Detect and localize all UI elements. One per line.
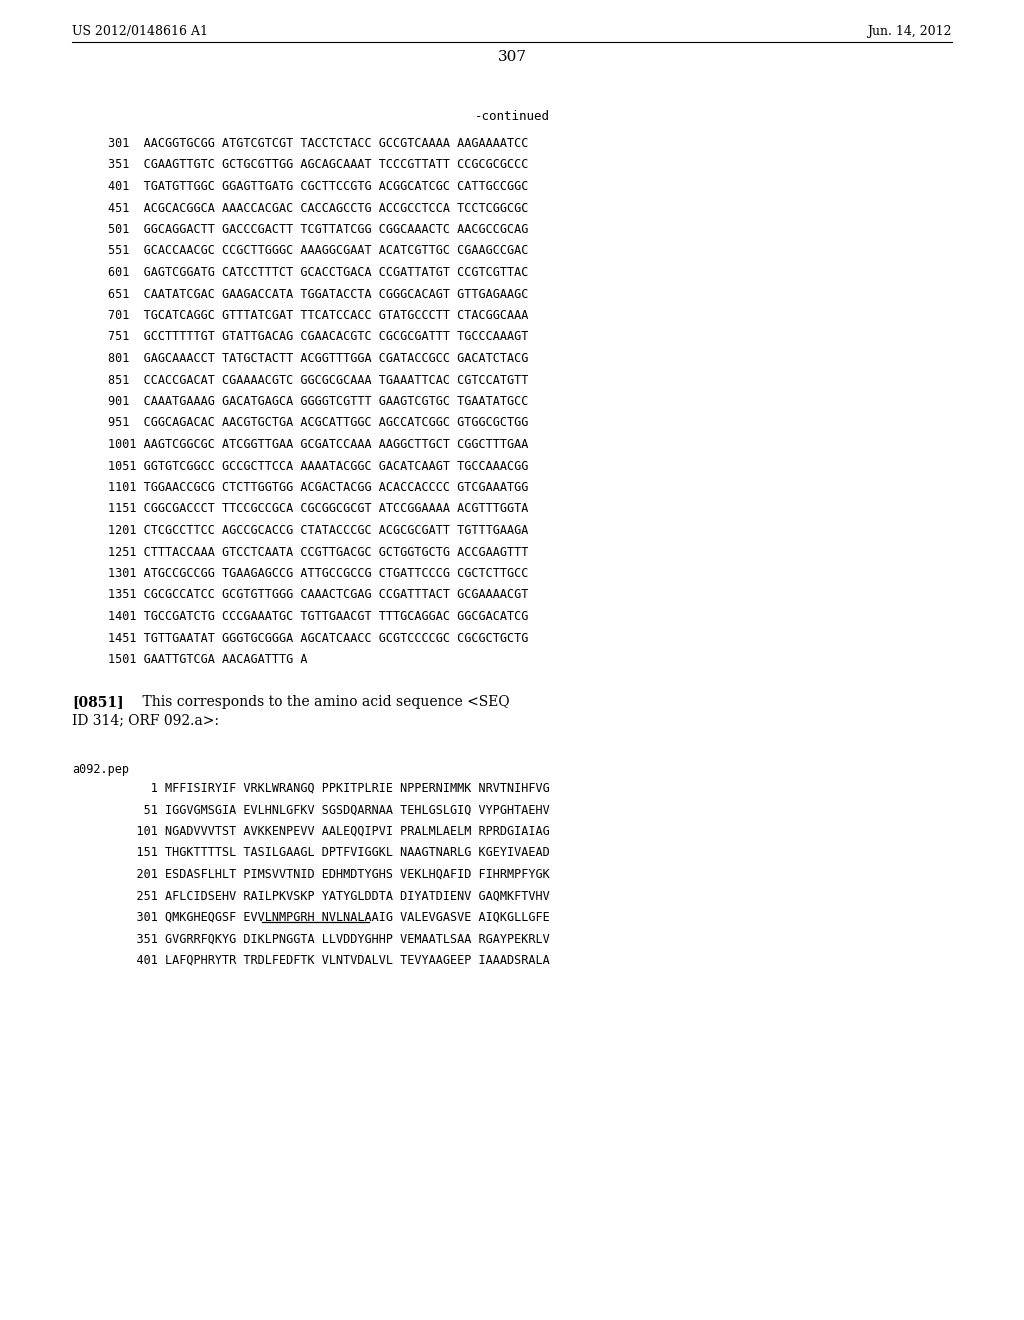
Text: 1151 CGGCGACCCT TTCCGCCGCA CGCGGCGCGT ATCCGGAAAA ACGTTTGGTA: 1151 CGGCGACCCT TTCCGCCGCA CGCGGCGCGT AT… <box>108 503 528 516</box>
Text: US 2012/0148616 A1: US 2012/0148616 A1 <box>72 25 208 38</box>
Text: 901  CAAATGAAAG GACATGAGCA GGGGTCGTTT GAAGTCGTGC TGAATATGCC: 901 CAAATGAAAG GACATGAGCA GGGGTCGTTT GAA… <box>108 395 528 408</box>
Text: 101 NGADVVVTST AVKKENPEVV AALEQQIPVI PRALMLAELM RPRDGIAIAG: 101 NGADVVVTST AVKKENPEVV AALEQQIPVI PRA… <box>108 825 550 838</box>
Text: 1301 ATGCCGCCGG TGAAGAGCCG ATTGCCGCCG CTGATTCCCG CGCTCTTGCC: 1301 ATGCCGCCGG TGAAGAGCCG ATTGCCGCCG CT… <box>108 568 528 579</box>
Text: 751  GCCTTTTTGT GTATTGACAG CGAACACGTC CGCGCGATTT TGCCCAAAGT: 751 GCCTTTTTGT GTATTGACAG CGAACACGTC CGC… <box>108 330 528 343</box>
Text: 1251 CTTTACCAAA GTCCTCAATA CCGTTGACGC GCTGGTGCTG ACCGAAGTTT: 1251 CTTTACCAAA GTCCTCAATA CCGTTGACGC GC… <box>108 545 528 558</box>
Text: 301  AACGGTGCGG ATGTCGTCGT TACCTCTACC GCCGTCAAAA AAGAAAATCC: 301 AACGGTGCGG ATGTCGTCGT TACCTCTACC GCC… <box>108 137 528 150</box>
Text: 351  CGAAGTTGTC GCTGCGTTGG AGCAGCAAAT TCCCGTTATT CCGCGCGCCC: 351 CGAAGTTGTC GCTGCGTTGG AGCAGCAAAT TCC… <box>108 158 528 172</box>
Text: 251 AFLCIDSEHV RAILPKVSKP YATYGLDDTA DIYATDIENV GAQMKFTVHV: 251 AFLCIDSEHV RAILPKVSKP YATYGLDDTA DIY… <box>108 890 550 903</box>
Text: 651  CAATATCGAC GAAGACCATA TGGATACCTA CGGGCACAGT GTTGAGAAGC: 651 CAATATCGAC GAAGACCATA TGGATACCTA CGG… <box>108 288 528 301</box>
Text: ID 314; ORF 092.a>:: ID 314; ORF 092.a>: <box>72 713 219 727</box>
Text: 401 LAFQPHRYTR TRDLFEDFTK VLNTVDALVL TEVYAAGEEP IAAADSRALA: 401 LAFQPHRYTR TRDLFEDFTK VLNTVDALVL TEV… <box>108 954 550 968</box>
Text: 551  GCACCAACGC CCGCTTGGGC AAAGGCGAAT ACATCGTTGC CGAAGCCGAC: 551 GCACCAACGC CCGCTTGGGC AAAGGCGAAT ACA… <box>108 244 528 257</box>
Text: 1351 CGCGCCATCC GCGTGTTGGG CAAACTCGAG CCGATTTACT GCGAAAACGT: 1351 CGCGCCATCC GCGTGTTGGG CAAACTCGAG CC… <box>108 589 528 602</box>
Text: 1451 TGTTGAATAT GGGTGCGGGA AGCATCAACC GCGTCCCCGC CGCGCTGCTG: 1451 TGTTGAATAT GGGTGCGGGA AGCATCAACC GC… <box>108 631 528 644</box>
Text: 351 GVGRRFQKYG DIKLPNGGTA LLVDDYGHHP VEMAATLSAA RGAYPEKRLV: 351 GVGRRFQKYG DIKLPNGGTA LLVDDYGHHP VEM… <box>108 932 550 945</box>
Text: [0851]: [0851] <box>72 696 124 709</box>
Text: 1 MFFISIRYIF VRKLWRANGQ PPKITPLRIE NPPERNIMMK NRVTNIHFVG: 1 MFFISIRYIF VRKLWRANGQ PPKITPLRIE NPPER… <box>108 781 550 795</box>
Text: 951  CGGCAGACAC AACGTGCTGA ACGCATTGGC AGCCATCGGC GTGGCGCTGG: 951 CGGCAGACAC AACGTGCTGA ACGCATTGGC AGC… <box>108 417 528 429</box>
Text: 1201 CTCGCCTTCC AGCCGCACCG CTATACCCGC ACGCGCGATT TGTTTGAAGA: 1201 CTCGCCTTCC AGCCGCACCG CTATACCCGC AC… <box>108 524 528 537</box>
Text: 801  GAGCAAACCT TATGCTACTT ACGGTTTGGA CGATACCGCC GACATCTACG: 801 GAGCAAACCT TATGCTACTT ACGGTTTGGA CGA… <box>108 352 528 366</box>
Text: 401  TGATGTTGGC GGAGTTGATG CGCTTCCGTG ACGGCATCGC CATTGCCGGC: 401 TGATGTTGGC GGAGTTGATG CGCTTCCGTG ACG… <box>108 180 528 193</box>
Text: 851  CCACCGACAT CGAAAACGTC GGCGCGCAAA TGAAATTCAC CGTCCATGTT: 851 CCACCGACAT CGAAAACGTC GGCGCGCAAA TGA… <box>108 374 528 387</box>
Text: This corresponds to the amino acid sequence <SEQ: This corresponds to the amino acid seque… <box>125 696 510 709</box>
Text: 601  GAGTCGGATG CATCCTTTCT GCACCTGACA CCGATTATGT CCGTCGTTAC: 601 GAGTCGGATG CATCCTTTCT GCACCTGACA CCG… <box>108 267 528 279</box>
Text: 151 THGKTTTTSL TASILGAAGL DPTFVIGGKL NAAGTNARLG KGEYIVAEAD: 151 THGKTTTTSL TASILGAAGL DPTFVIGGKL NAA… <box>108 846 550 859</box>
Text: 51 IGGVGMSGIA EVLHNLGFKV SGSDQARNAA TEHLGSLGIQ VYPGHTAEHV: 51 IGGVGMSGIA EVLHNLGFKV SGSDQARNAA TEHL… <box>108 804 550 817</box>
Text: -continued: -continued <box>474 110 550 123</box>
Text: 1051 GGTGTCGGCC GCCGCTTCCA AAAATACGGC GACATCAAGT TGCCAAACGG: 1051 GGTGTCGGCC GCCGCTTCCA AAAATACGGC GA… <box>108 459 528 473</box>
Text: 1001 AAGTCGGCGC ATCGGTTGAA GCGATCCAAA AAGGCTTGCT CGGCTTTGAA: 1001 AAGTCGGCGC ATCGGTTGAA GCGATCCAAA AA… <box>108 438 528 451</box>
Text: 451  ACGCACGGCA AAACCACGAC CACCAGCCTG ACCGCCTCCA TCCTCGGCGC: 451 ACGCACGGCA AAACCACGAC CACCAGCCTG ACC… <box>108 202 528 214</box>
Text: 301 QMKGHEQGSF EVVLNMPGRH NVLNALAAIG VALEVGASVE AIQKGLLGFE: 301 QMKGHEQGSF EVVLNMPGRH NVLNALAAIG VAL… <box>108 911 550 924</box>
Text: 701  TGCATCAGGC GTTTATCGAT TTCATCCACC GTATGCCCTT CTACGGCAAA: 701 TGCATCAGGC GTTTATCGAT TTCATCCACC GTA… <box>108 309 528 322</box>
Text: Jun. 14, 2012: Jun. 14, 2012 <box>867 25 952 38</box>
Text: 307: 307 <box>498 50 526 63</box>
Text: 1101 TGGAACCGCG CTCTTGGTGG ACGACTACGG ACACCACCCC GTCGAAATGG: 1101 TGGAACCGCG CTCTTGGTGG ACGACTACGG AC… <box>108 480 528 494</box>
Text: 501  GGCAGGACTT GACCCGACTT TCGTTATCGG CGGCAAACTC AACGCCGCAG: 501 GGCAGGACTT GACCCGACTT TCGTTATCGG CGG… <box>108 223 528 236</box>
Text: a092.pep: a092.pep <box>72 763 129 776</box>
Text: 1401 TGCCGATCTG CCCGAAATGC TGTTGAACGT TTTGCAGGAC GGCGACATCG: 1401 TGCCGATCTG CCCGAAATGC TGTTGAACGT TT… <box>108 610 528 623</box>
Text: 201 ESDASFLHLT PIMSVVTNID EDHMDTYGHS VEKLHQAFID FIHRMPFYGK: 201 ESDASFLHLT PIMSVVTNID EDHMDTYGHS VEK… <box>108 869 550 880</box>
Text: 1501 GAATTGTCGA AACAGATTTG A: 1501 GAATTGTCGA AACAGATTTG A <box>108 653 307 667</box>
